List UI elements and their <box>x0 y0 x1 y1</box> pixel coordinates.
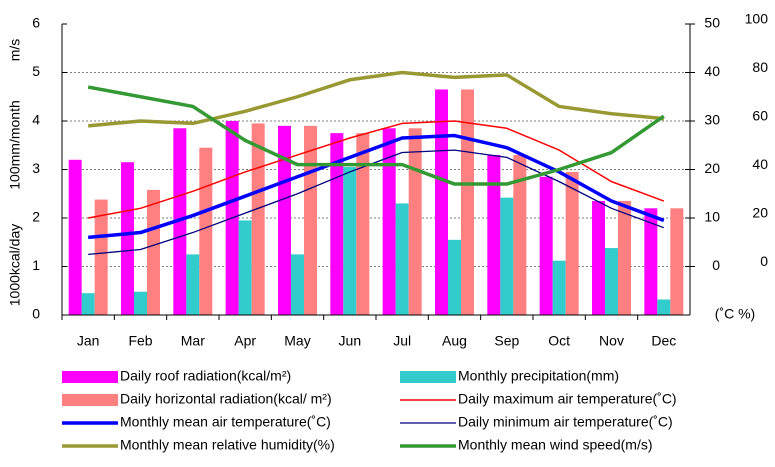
x-tick-label: Sep <box>494 333 519 349</box>
y3-tick-label: 100 <box>745 11 769 27</box>
bar <box>238 220 252 315</box>
line <box>87 85 665 186</box>
x-tick-label: Jul <box>393 333 411 349</box>
bar <box>356 133 370 315</box>
line <box>88 120 665 219</box>
y-axis-label: m/s <box>7 39 23 62</box>
bar <box>513 154 527 315</box>
bar <box>487 154 501 315</box>
legend-swatch <box>62 371 118 383</box>
bar <box>539 176 553 315</box>
bar <box>147 189 160 315</box>
legend-label: Monthly mean relative humidity(%) <box>120 437 335 453</box>
y-tick-label: 6 <box>32 15 40 31</box>
legend-label: Monthly mean air temperature(˚C) <box>120 414 331 430</box>
bar <box>618 201 631 315</box>
bar <box>173 128 187 315</box>
bar <box>435 89 448 315</box>
x-tick-label: Nov <box>599 333 624 349</box>
bar <box>68 159 82 315</box>
legend-label: Daily roof radiation(kcal/m²) <box>120 368 291 384</box>
y2-tick-label: 30 <box>704 112 720 128</box>
bar <box>291 254 304 315</box>
x-tick-label: Apr <box>234 333 256 349</box>
y2-tick-label: 20 <box>704 160 720 176</box>
y-axis-label: 100mm/month <box>7 100 23 189</box>
x-tick-label: Jan <box>77 333 100 349</box>
legend-label: Monthly precipitation(mm) <box>458 368 619 384</box>
y2-tick-label: 50 <box>704 15 720 31</box>
y2-tick-label: 10 <box>704 209 720 225</box>
bar <box>552 260 566 315</box>
y3-tick-label: 40 <box>752 156 768 172</box>
y-tick-label: 2 <box>32 209 40 225</box>
bar <box>500 197 514 315</box>
y2-tick-label: 40 <box>704 63 720 79</box>
x-tick-label: Jun <box>339 333 362 349</box>
bar <box>670 208 684 315</box>
y-tick-label: 4 <box>32 112 40 128</box>
y-tick-label: 5 <box>32 63 40 79</box>
bar <box>343 167 357 315</box>
x-tick-label: Dec <box>651 333 676 349</box>
bar <box>186 254 200 315</box>
legend-swatch <box>62 394 118 406</box>
y3-tick-label: 0 <box>760 253 768 269</box>
bar <box>134 291 147 315</box>
legend-label: Daily horizontal radiation(kcal/ m²) <box>120 391 332 407</box>
y3-tick-label: 60 <box>752 108 768 124</box>
bar <box>605 248 618 315</box>
bar <box>81 293 95 315</box>
bar <box>448 239 461 315</box>
bar <box>199 147 213 315</box>
x-tick-label: Feb <box>128 333 152 349</box>
line <box>88 149 665 256</box>
bar <box>461 89 474 315</box>
legend-label: Daily minimum air temperature(˚C) <box>458 414 673 430</box>
legend-swatch <box>400 371 456 383</box>
bar <box>304 125 317 315</box>
y2-tick-label: 0 <box>712 257 720 273</box>
x-tick-label: May <box>284 333 310 349</box>
bar <box>644 208 658 315</box>
bar <box>592 201 605 315</box>
line <box>88 133 665 240</box>
y2-axis-label: (˚C %) <box>715 306 755 322</box>
y-axis-label: 1000kcal/day <box>7 224 23 307</box>
bar <box>94 199 108 315</box>
legend-label: Daily maximum air temperature(˚C) <box>458 391 677 407</box>
bar <box>382 128 396 315</box>
x-tick-label: Mar <box>181 333 205 349</box>
y-tick-label: 1 <box>32 257 40 273</box>
bar <box>408 128 422 315</box>
bar <box>278 125 291 315</box>
y3-tick-label: 20 <box>752 205 768 221</box>
x-tick-label: Oct <box>548 333 570 349</box>
y-tick-label: 3 <box>32 160 40 176</box>
y-tick-label: 0 <box>32 306 40 322</box>
bar <box>565 171 579 315</box>
y3-tick-label: 80 <box>752 59 768 75</box>
bar <box>251 123 265 315</box>
line <box>88 70 664 128</box>
x-tick-label: Aug <box>442 333 467 349</box>
bar <box>395 203 409 315</box>
bar <box>121 162 134 315</box>
legend-label: Monthly mean wind speed(m/s) <box>458 437 653 453</box>
bar <box>657 299 671 315</box>
